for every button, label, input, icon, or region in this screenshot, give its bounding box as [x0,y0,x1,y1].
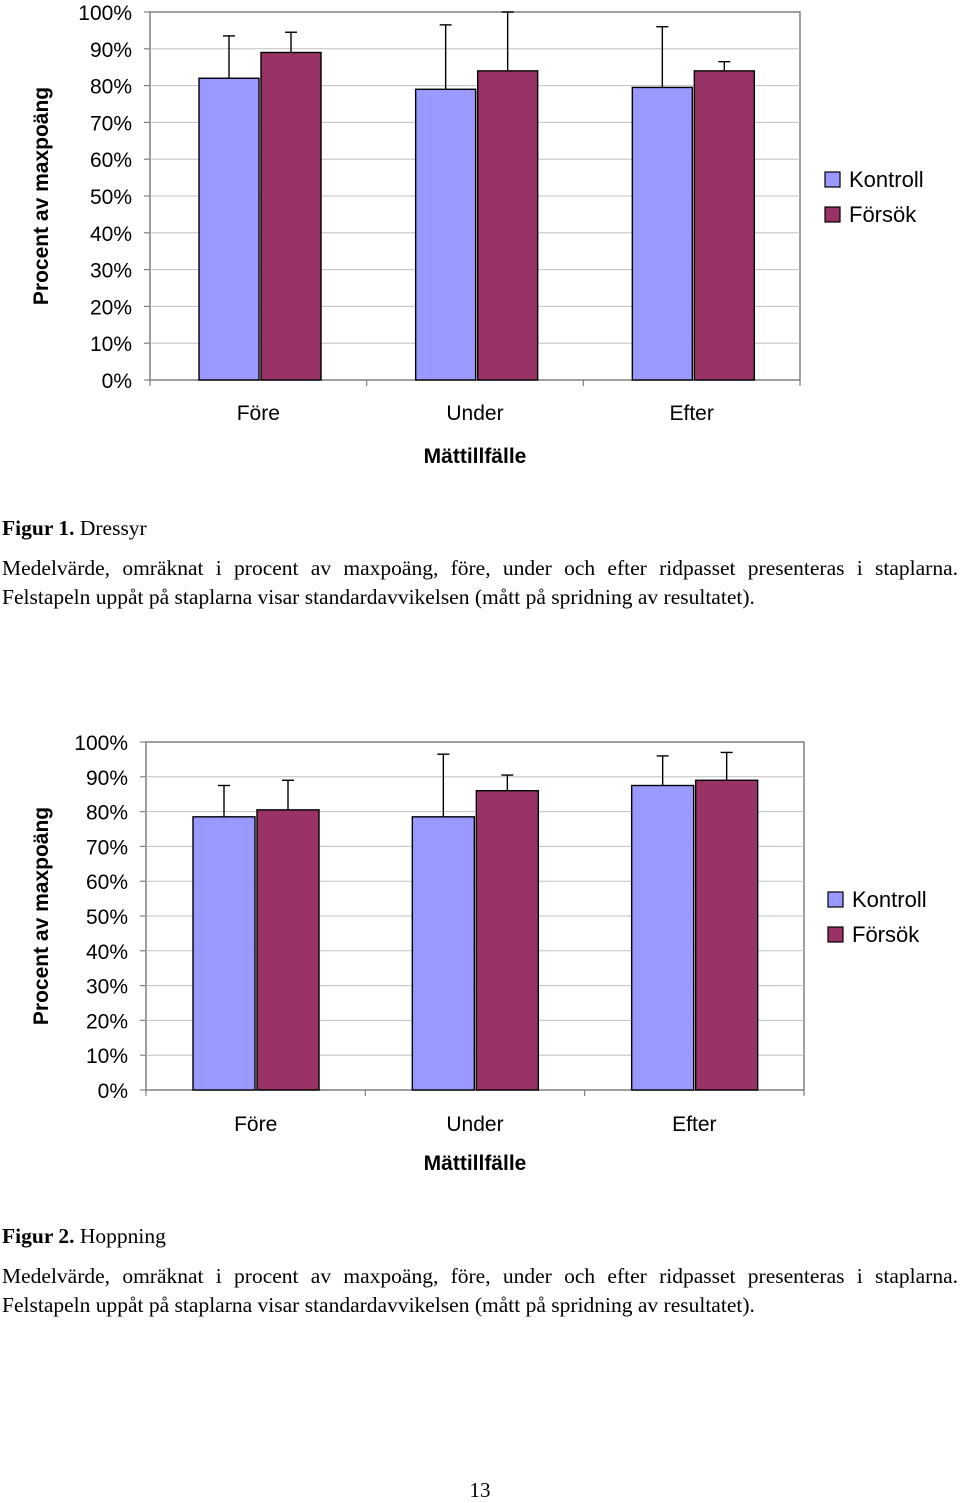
y-tick-label: 0% [98,1080,128,1103]
figure-description: Medelvärde, omräknat i procent av maxpoä… [2,1264,958,1317]
y-tick-label: 20% [90,296,132,319]
bar-försök [256,809,320,1091]
bar-försök [476,70,539,381]
y-tick-label: 10% [86,1045,128,1068]
figure-caption-1: Figur 1. Dressyr Medelvärde, omräknat i … [2,514,958,612]
legend-swatch-kontroll [827,891,844,908]
y-tick-label: 50% [86,906,128,929]
bar-kontroll [414,88,477,381]
y-tick-label: 100% [78,2,132,25]
y-tick-label: 100% [74,732,128,755]
y-tick-label: 90% [90,39,132,62]
x-axis-title: Mättillfälle [424,445,527,468]
bar-försök [475,790,540,1091]
x-category-label: Efter [669,402,713,425]
legend-swatch-försök [827,926,844,943]
y-tick-label: 50% [90,186,132,209]
page-number: 13 [469,1478,491,1502]
bar-kontroll [411,816,476,1091]
x-category-label: Under [446,402,503,425]
x-category-label: Under [446,1113,503,1136]
y-tick-label: 30% [90,260,132,283]
y-tick-label: 10% [90,333,132,356]
y-tick-label: 70% [90,112,132,135]
y-tick-label: 20% [86,1010,128,1033]
y-tick-label: 0% [102,370,132,393]
bar-kontroll [630,784,695,1091]
y-tick-label: 30% [86,976,128,999]
bar-chart-dressyr: 0% 10% 20% 30% 40% 50% 60% 70% 80% 90% 100% Före Und… [30,2,924,468]
x-category-label: Före [237,402,280,425]
legend-swatch-försök [824,206,841,223]
y-tick-label: 40% [90,223,132,246]
bar-försök [694,779,759,1091]
y-axis-title: Procent av maxpoäng [30,807,53,1025]
figure-label: Figur 2. [2,1224,75,1248]
bar-kontroll [192,816,256,1091]
x-category-label: Före [234,1113,277,1136]
bar-kontroll [631,86,694,381]
legend-label: Kontroll [852,887,927,912]
chart-dressyr: 0% 10% 20% 30% 40% 50% 60% 70% 80% 90% 100% Före Und… [0,0,960,480]
y-tick-label: 40% [86,941,128,964]
figure-title: Dressyr [79,516,147,540]
bar-försök [260,51,322,381]
figure-title: Hoppning [79,1224,166,1248]
bar-kontroll [198,77,260,381]
bar-chart-hoppning: 0% 10% 20% 30% 40% 50% 60% 70% 80% 90% 100% Före Und… [30,732,927,1175]
chart-hoppning: 0% 10% 20% 30% 40% 50% 60% 70% 80% 90% 100% Före Und… [0,728,960,1208]
y-tick-label: 60% [86,871,128,894]
figure-description: Medelvärde, omräknat i procent av maxpoä… [2,556,958,609]
y-axis-title: Procent av maxpoäng [30,87,53,305]
legend-swatch-kontroll [824,171,841,188]
x-category-label: Efter [672,1113,716,1136]
x-axis-title: Mättillfälle [424,1152,527,1175]
legend-label: Kontroll [849,167,924,192]
bar-försök [693,70,756,381]
figure-label: Figur 1. [2,516,75,540]
y-tick-label: 70% [86,836,128,859]
legend-label: Försök [849,202,917,227]
y-tick-label: 90% [86,767,128,790]
y-tick-label: 60% [90,149,132,172]
figure-caption-2: Figur 2. Hoppning Medelvärde, omräknat i… [2,1222,958,1320]
y-tick-label: 80% [86,802,128,825]
legend-label: Försök [852,922,920,947]
y-tick-label: 80% [90,76,132,99]
